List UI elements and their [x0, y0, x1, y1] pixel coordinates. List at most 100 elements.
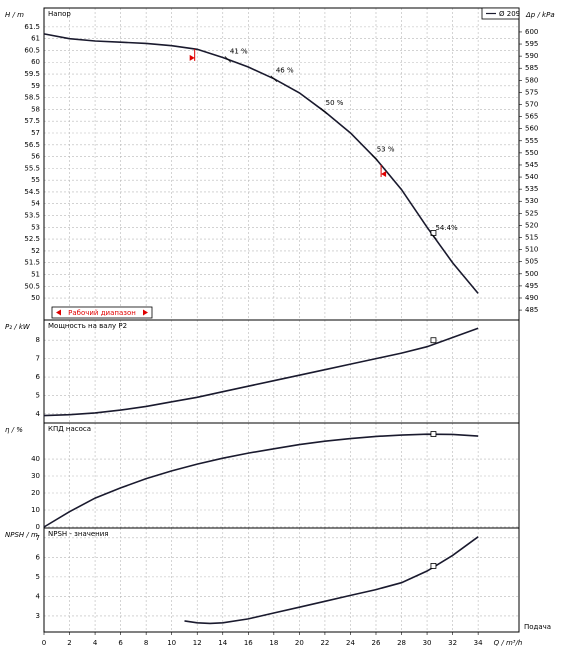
y2-tick-label: 515: [525, 234, 538, 242]
efficiency-tick: [224, 56, 232, 63]
y-tick-label: 56.5: [24, 141, 40, 149]
panel-title: КПД насоса: [48, 425, 91, 433]
y-tick-label: 50: [31, 294, 40, 302]
operating-point: [430, 230, 437, 236]
legend-label: Ø 209: [499, 10, 520, 18]
y2-tick-label: 590: [525, 52, 538, 60]
efficiency-tick: [430, 232, 437, 240]
y-tick-label: 53.5: [24, 212, 40, 220]
y-tick-label: 4: [36, 410, 41, 418]
y-tick-label: 54.5: [24, 188, 40, 196]
y2-tick-label: 580: [525, 76, 538, 84]
y2-tick-label: 600: [525, 28, 538, 36]
y2-tick-label: 530: [525, 197, 538, 205]
curve: [43, 327, 479, 417]
panel-title: NPSH - значения: [48, 530, 109, 538]
y-tick-label: 52: [31, 247, 40, 255]
y-tick-label: 59.5: [24, 70, 40, 78]
y-tick-label: 57.5: [24, 117, 40, 125]
x-tick-label: 20: [295, 639, 304, 647]
y-tick-label: 6: [36, 373, 41, 381]
y2-axis-label: Δp / kPa: [525, 11, 555, 19]
range-label: Рабочий диапазон: [68, 309, 136, 317]
y2-tick-label: 595: [525, 40, 538, 48]
panel-frame: [43, 319, 520, 424]
x-tick-label: 2: [67, 639, 71, 647]
x-tick-label: 30: [423, 639, 432, 647]
curve: [43, 433, 479, 528]
y2-tick-label: 485: [525, 306, 538, 314]
x-tick-label: 26: [372, 639, 381, 647]
y2-tick-label: 535: [525, 185, 538, 193]
y2-tick-label: 495: [525, 282, 538, 290]
y-axis-label: η / %: [5, 426, 23, 434]
x-tick-label: 0: [42, 639, 46, 647]
y-tick-label: 61.5: [24, 23, 40, 31]
annotation: 41 %: [230, 47, 248, 55]
y-tick-label: 0: [36, 523, 40, 531]
y-tick-label: 55.5: [24, 164, 40, 172]
y2-tick-label: 525: [525, 209, 538, 217]
y-tick-label: 61: [31, 35, 40, 43]
range-arrow: [56, 309, 61, 316]
y2-tick-label: 550: [525, 149, 538, 157]
x-tick-label: 32: [448, 639, 457, 647]
range-arrow: [381, 171, 387, 178]
y-axis-label: H / m: [5, 11, 24, 19]
annotation: 54.4%: [435, 224, 458, 232]
operating-point: [430, 563, 437, 569]
x-tick-label: 24: [346, 639, 355, 647]
y2-tick-label: 500: [525, 270, 538, 278]
x-tick-label: 22: [320, 639, 329, 647]
y-tick-label: 50.5: [24, 282, 40, 290]
x-tick-label: 6: [118, 639, 123, 647]
annotation: 50 %: [326, 99, 344, 107]
y-tick-label: 51.5: [24, 259, 40, 267]
range-arrow: [189, 54, 195, 61]
y-tick-label: 52.5: [24, 235, 40, 243]
y-tick-label: 5: [36, 573, 40, 581]
efficiency-tick: [371, 154, 378, 161]
y-tick-label: 20: [31, 489, 40, 497]
y-tick-label: 8: [36, 336, 40, 344]
y-tick-label: 54: [31, 200, 40, 208]
x-tick-label: 4: [93, 639, 98, 647]
y-tick-label: 58: [31, 105, 40, 113]
curve: [184, 536, 479, 625]
y-tick-label: 5: [36, 391, 40, 399]
operating-point: [430, 431, 437, 437]
y-tick-label: 3: [36, 612, 40, 620]
x-tick-label: 18: [269, 639, 278, 647]
y-tick-label: 6: [36, 553, 41, 561]
y-tick-label: 51: [31, 270, 40, 278]
y2-tick-label: 585: [525, 64, 538, 72]
y2-tick-label: 565: [525, 113, 538, 121]
x2-axis-label: Подача: [524, 623, 551, 631]
panel-title: Напор: [48, 10, 71, 18]
x-tick-label: 8: [144, 639, 148, 647]
efficiency-tick: [270, 75, 278, 82]
x-tick-label: 14: [218, 639, 227, 647]
y-tick-label: 10: [31, 506, 40, 514]
y-tick-label: 60.5: [24, 46, 40, 54]
annotation: 46 %: [276, 67, 294, 75]
y-tick-label: 40: [31, 455, 40, 463]
annotation: 53 %: [377, 146, 395, 154]
y2-tick-label: 505: [525, 258, 538, 266]
y2-tick-label: 560: [525, 125, 538, 133]
y2-tick-label: 555: [525, 137, 538, 145]
y-tick-label: 7: [36, 355, 40, 363]
y-tick-label: 59: [31, 82, 40, 90]
y2-tick-label: 570: [525, 101, 538, 109]
y2-tick-label: 540: [525, 173, 538, 181]
y-tick-label: 30: [31, 472, 40, 480]
x-tick-label: 12: [193, 639, 202, 647]
x-tick-label: 16: [244, 639, 253, 647]
range-arrow: [143, 309, 148, 316]
x-tick-label: 28: [397, 639, 406, 647]
y2-tick-label: 490: [525, 294, 538, 302]
efficiency-tick: [320, 107, 327, 115]
y-tick-label: 53: [31, 223, 40, 231]
y-tick-label: 57: [31, 129, 40, 137]
